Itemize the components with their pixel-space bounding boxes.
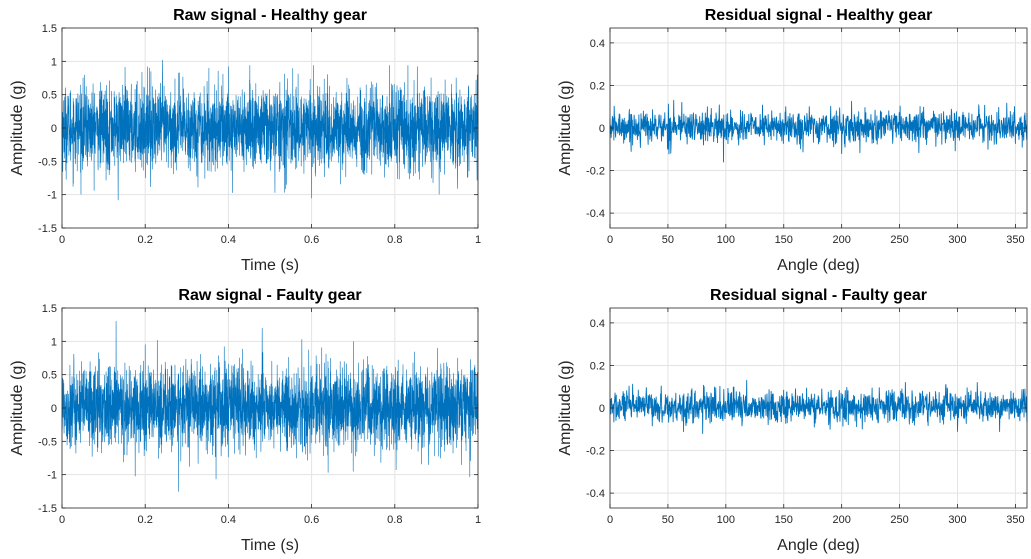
chart-3-xlabel: Angle (deg) (777, 537, 860, 554)
chart-2-series-line (61, 321, 479, 492)
chart-3-ytick-label-1: -0.2 (586, 446, 605, 458)
chart-3-ylabel: Amplitude (g) (557, 360, 574, 455)
chart-0-xtick-label-5: 1 (475, 234, 481, 246)
chart-3-ytick-label-2: 0 (599, 403, 605, 415)
chart-3-xtick-label-1: 50 (662, 514, 674, 526)
chart-1-series-line (609, 99, 1028, 163)
chart-0-ylabel: Amplitude (g) (9, 80, 26, 175)
chart-1-xtick-label-1: 50 (662, 234, 674, 246)
chart-2-xtick-label-3: 0.6 (304, 514, 319, 526)
chart-0-ytick-label-0: -1.5 (38, 223, 57, 235)
chart-0-xlabel: Time (s) (241, 257, 299, 274)
chart-0-ytick-label-2: -0.5 (38, 156, 57, 168)
chart-3-xtick-label-5: 250 (890, 514, 908, 526)
chart-0-ytick-label-1: -1 (47, 190, 57, 202)
chart-2-ytick-label-2: -0.5 (38, 436, 57, 448)
chart-1-ytick-label-2: 0 (599, 123, 605, 135)
chart-1-ytick-label-4: 0.4 (590, 38, 605, 50)
chart-0-xtick-label-0: 0 (59, 234, 65, 246)
chart-0-xtick-label-1: 0.2 (138, 234, 153, 246)
chart-2-ytick-label-4: 0.5 (42, 370, 57, 382)
chart-1-xtick-label-6: 300 (948, 234, 966, 246)
chart-0-ytick-label-4: 0.5 (42, 90, 57, 102)
chart-2-xtick-label-1: 0.2 (138, 514, 153, 526)
panel-raw-faulty: 0 0.2 0.4 0.6 0.8 1 -1.5 -1 -0.5 0 0.5 1 1.5 Raw sign… (0, 280, 515, 559)
panel-residual-faulty: 0 50 100 150 200 250 300 350 -0.4 -0.2 0 0.2 0.4 Resi… (515, 280, 1031, 559)
chart-1-ytick-label-3: 0.2 (590, 80, 605, 92)
chart-2-title: Raw signal - Faulty gear (178, 287, 361, 304)
chart-1-ytick-label-0: -0.4 (586, 208, 605, 220)
chart-0-ytick-label-5: 1 (51, 56, 57, 68)
chart-3-xtick-label-7: 350 (1006, 514, 1024, 526)
chart-2-xtick-label-0: 0 (59, 514, 65, 526)
chart-1-xlabel: Angle (deg) (777, 257, 860, 274)
chart-raw-faulty: 0 0.2 0.4 0.6 0.8 1 -1.5 -1 -0.5 0 0.5 1 1.5 Raw sign… (9, 287, 481, 554)
chart-3-xtick-label-6: 300 (948, 514, 966, 526)
chart-2-ytick-label-5: 1 (51, 336, 57, 348)
chart-3-ytick-label-3: 0.2 (590, 360, 605, 372)
chart-0-series-line (61, 59, 479, 201)
chart-3-ytick-label-0: -0.4 (586, 488, 605, 500)
chart-0-xtick-label-3: 0.6 (304, 234, 319, 246)
chart-2-xtick-label-4: 0.8 (387, 514, 402, 526)
chart-residual-healthy: 0 50 100 150 200 250 300 350 -0.4 -0.2 0 0.2 0.4 Resi… (557, 7, 1028, 274)
chart-2-xtick-label-5: 1 (475, 514, 481, 526)
chart-2-ytick-label-6: 1.5 (42, 303, 57, 315)
chart-0-ytick-label-6: 1.5 (42, 23, 57, 35)
chart-2-xtick-label-2: 0.4 (221, 514, 236, 526)
chart-1-xtick-label-2: 100 (717, 234, 735, 246)
chart-3-xtick-label-4: 200 (832, 514, 850, 526)
chart-0-xtick-label-2: 0.4 (221, 234, 236, 246)
chart-3-xtick-label-3: 150 (775, 514, 793, 526)
chart-3-series-line (609, 379, 1028, 434)
chart-0-ytick-label-3: 0 (51, 123, 57, 135)
chart-2-ytick-label-1: -1 (47, 470, 57, 482)
chart-2-ytick-label-3: 0 (51, 403, 57, 415)
chart-3-xtick-label-2: 100 (717, 514, 735, 526)
chart-0-title: Raw signal - Healthy gear (173, 7, 367, 24)
chart-2-xlabel: Time (s) (241, 537, 299, 554)
chart-3-title: Residual signal - Faulty gear (710, 287, 927, 304)
panel-raw-healthy: 0 0.2 0.4 0.6 0.8 1 -1.5 -1 -0.5 0 0.5 1 1.5 Raw sign… (0, 0, 515, 280)
chart-residual-faulty: 0 50 100 150 200 250 300 350 -0.4 -0.2 0 0.2 0.4 Resi… (557, 287, 1028, 554)
chart-3-xtick-label-0: 0 (607, 514, 613, 526)
chart-2-ylabel: Amplitude (g) (9, 360, 26, 455)
panel-residual-healthy: 0 50 100 150 200 250 300 350 -0.4 -0.2 0 0.2 0.4 Resi… (515, 0, 1031, 280)
chart-3-ytick-label-4: 0.4 (590, 318, 605, 330)
chart-0-xtick-label-4: 0.8 (387, 234, 402, 246)
chart-raw-healthy: 0 0.2 0.4 0.6 0.8 1 -1.5 -1 -0.5 0 0.5 1 1.5 Raw sign… (9, 7, 481, 274)
chart-1-xtick-label-3: 150 (775, 234, 793, 246)
chart-1-title: Residual signal - Healthy gear (705, 7, 933, 24)
chart-1-xtick-label-5: 250 (890, 234, 908, 246)
chart-1-ytick-label-1: -0.2 (586, 166, 605, 178)
chart-1-xtick-label-7: 350 (1006, 234, 1024, 246)
chart-2-ytick-label-0: -1.5 (38, 503, 57, 515)
chart-1-xtick-label-4: 200 (832, 234, 850, 246)
chart-1-xtick-label-0: 0 (607, 234, 613, 246)
chart-1-ylabel: Amplitude (g) (557, 80, 574, 175)
